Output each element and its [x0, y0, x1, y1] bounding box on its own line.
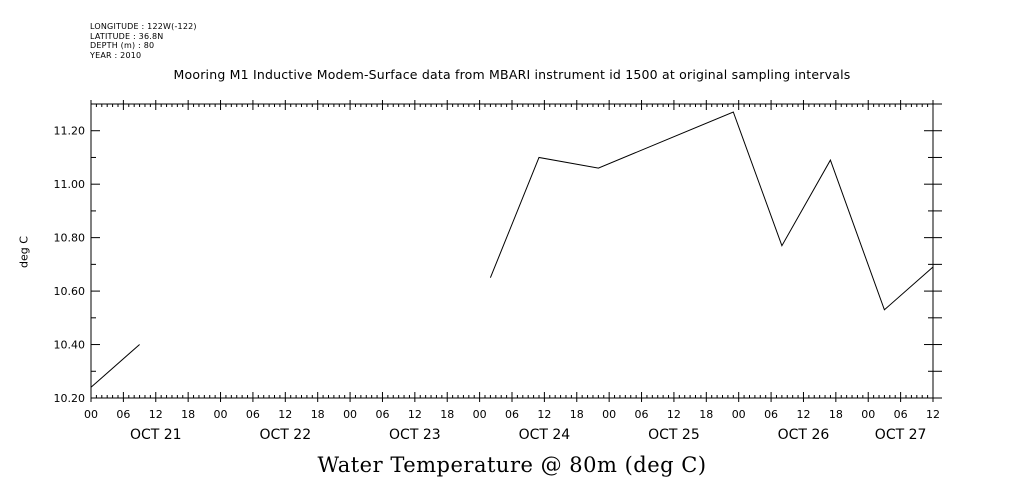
x-hour-label: 12: [408, 408, 422, 421]
longitude-text: LONGITUDE : 122W(-122): [90, 22, 197, 31]
x-hour-label: 12: [667, 408, 681, 421]
chart-title: Mooring M1 Inductive Modem-Surface data …: [173, 67, 851, 82]
depth-text: DEPTH (m) : 80: [90, 41, 155, 50]
x-day-label: OCT 22: [259, 427, 311, 443]
y-tick-label: 11.20: [54, 125, 86, 138]
x-axis-caption: Water Temperature @ 80m (deg C): [317, 453, 707, 477]
x-hour-label: 00: [602, 408, 616, 421]
x-hour-label: 00: [861, 408, 875, 421]
x-hour-label: 00: [732, 408, 746, 421]
x-hour-label: 12: [149, 408, 163, 421]
x-hour-label: 12: [796, 408, 810, 421]
y-tick-label: 10.20: [54, 392, 86, 405]
x-hour-label: 06: [894, 408, 908, 421]
x-hour-label: 18: [311, 408, 325, 421]
x-day-label: OCT 24: [519, 427, 571, 443]
series-lines: [90, 111, 934, 388]
x-hour-label: 06: [764, 408, 778, 421]
x-day-label: OCT 23: [389, 427, 441, 443]
latitude-text: LATITUDE : 36.8N: [90, 31, 164, 41]
x-hour-label: 18: [829, 408, 843, 421]
x-hour-label: 06: [375, 408, 389, 421]
plot-frame: [90, 103, 934, 399]
x-hour-label: 18: [570, 408, 584, 421]
y-tick-label: 11.00: [54, 178, 86, 191]
axis-labels: 10.20 10.40 10.60 10.80 11.00 11.20 00 06 12 18 00…: [54, 125, 941, 443]
x-hour-label: 18: [699, 408, 713, 421]
y-tick-label: 10.80: [54, 232, 86, 245]
metadata-block: LONGITUDE : 122W(-122) LATITUDE : 36.8N …: [90, 22, 197, 60]
series-line: [90, 344, 140, 388]
axis-ticks: [90, 100, 942, 402]
x-day-label: OCT 27: [875, 427, 927, 443]
x-hour-label: 06: [505, 408, 519, 421]
x-hour-label: 06: [246, 408, 260, 421]
y-tick-label: 10.40: [54, 339, 86, 352]
x-hour-label: 00: [473, 408, 487, 421]
x-hour-label: 00: [214, 408, 228, 421]
x-day-label: OCT 25: [648, 427, 700, 443]
x-hour-label: 00: [343, 408, 357, 421]
x-day-label: OCT 26: [778, 427, 830, 443]
year-text: YEAR : 2010: [90, 50, 142, 60]
x-hour-label: 00: [84, 408, 98, 421]
x-hour-label: 18: [440, 408, 454, 421]
series-line: [489, 111, 934, 311]
y-tick-label: 10.60: [54, 285, 86, 298]
x-hour-label: 12: [278, 408, 292, 421]
x-hour-label: 12: [926, 408, 940, 421]
x-hour-label: 12: [537, 408, 551, 421]
x-hour-label: 06: [635, 408, 649, 421]
x-day-label: OCT 21: [130, 427, 182, 443]
x-hour-label: 06: [116, 408, 130, 421]
x-hour-label: 18: [181, 408, 195, 421]
